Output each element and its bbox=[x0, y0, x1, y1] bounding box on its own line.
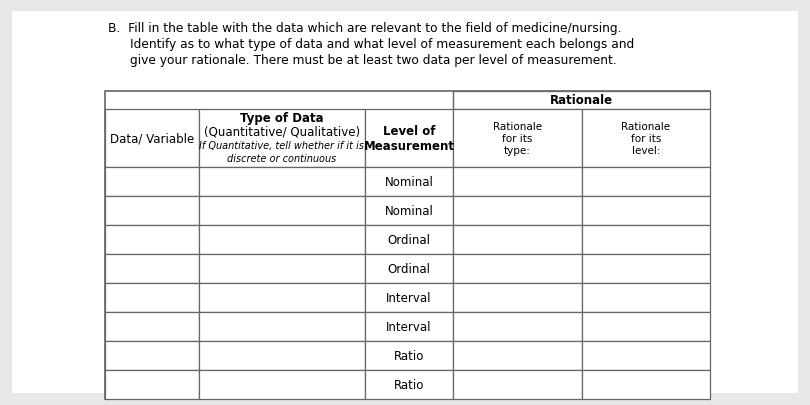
Bar bbox=[105, 196, 198, 226]
Bar bbox=[198, 168, 365, 196]
Bar bbox=[198, 110, 365, 168]
Bar bbox=[453, 284, 582, 312]
Bar bbox=[582, 226, 710, 254]
Text: Ordinal: Ordinal bbox=[387, 233, 430, 246]
Bar bbox=[365, 110, 453, 168]
Text: Rationale
for its
type:: Rationale for its type: bbox=[492, 122, 542, 155]
Bar bbox=[198, 226, 365, 254]
Bar bbox=[582, 168, 710, 196]
Text: Level of
Measurement: Level of Measurement bbox=[364, 125, 454, 153]
Text: Rationale
for its
level:: Rationale for its level: bbox=[621, 122, 671, 155]
Bar bbox=[365, 254, 453, 284]
Text: discrete or continuous: discrete or continuous bbox=[228, 154, 337, 164]
Bar bbox=[105, 110, 198, 168]
Bar bbox=[365, 284, 453, 312]
Text: If Quantitative, tell whether if it is: If Quantitative, tell whether if it is bbox=[199, 141, 364, 150]
Bar bbox=[453, 196, 582, 226]
Text: Data/ Variable: Data/ Variable bbox=[110, 132, 194, 145]
Text: Interval: Interval bbox=[386, 320, 432, 333]
Bar bbox=[198, 312, 365, 341]
Bar bbox=[453, 312, 582, 341]
Text: Ordinal: Ordinal bbox=[387, 262, 430, 275]
Text: Ratio: Ratio bbox=[394, 378, 424, 391]
Bar bbox=[365, 312, 453, 341]
Bar bbox=[582, 341, 710, 370]
Bar bbox=[582, 254, 710, 284]
Bar bbox=[582, 284, 710, 312]
Bar bbox=[105, 312, 198, 341]
Bar bbox=[453, 341, 582, 370]
Text: Ratio: Ratio bbox=[394, 349, 424, 362]
Bar bbox=[365, 341, 453, 370]
Bar bbox=[365, 168, 453, 196]
Bar bbox=[453, 254, 582, 284]
Bar bbox=[198, 341, 365, 370]
Bar bbox=[582, 110, 710, 168]
Bar bbox=[453, 370, 582, 399]
Bar bbox=[105, 226, 198, 254]
Text: Nominal: Nominal bbox=[385, 205, 433, 217]
Bar bbox=[582, 312, 710, 341]
Text: Rationale: Rationale bbox=[550, 94, 613, 107]
Bar bbox=[105, 168, 198, 196]
Text: B.  Fill in the table with the data which are relevant to the field of medicine/: B. Fill in the table with the data which… bbox=[108, 22, 621, 35]
Bar bbox=[582, 196, 710, 226]
Bar bbox=[105, 92, 710, 399]
Text: Nominal: Nominal bbox=[385, 175, 433, 189]
Bar bbox=[105, 284, 198, 312]
Bar bbox=[453, 92, 710, 110]
Bar bbox=[582, 370, 710, 399]
Bar bbox=[453, 168, 582, 196]
Text: give your rationale. There must be at least two data per level of measurement.: give your rationale. There must be at le… bbox=[130, 54, 616, 67]
Text: Interval: Interval bbox=[386, 291, 432, 304]
Bar bbox=[365, 196, 453, 226]
Bar bbox=[365, 370, 453, 399]
Text: Identify as to what type of data and what level of measurement each belongs and: Identify as to what type of data and wha… bbox=[130, 38, 634, 51]
Bar bbox=[198, 196, 365, 226]
Bar bbox=[365, 226, 453, 254]
Bar bbox=[105, 254, 198, 284]
Text: Type of Data: Type of Data bbox=[240, 112, 324, 125]
Bar bbox=[105, 341, 198, 370]
Bar bbox=[105, 370, 198, 399]
Bar bbox=[453, 110, 582, 168]
Bar bbox=[198, 254, 365, 284]
Text: (Quantitative/ Qualitative): (Quantitative/ Qualitative) bbox=[204, 126, 360, 139]
Bar bbox=[453, 226, 582, 254]
Bar bbox=[198, 370, 365, 399]
Bar bbox=[198, 284, 365, 312]
